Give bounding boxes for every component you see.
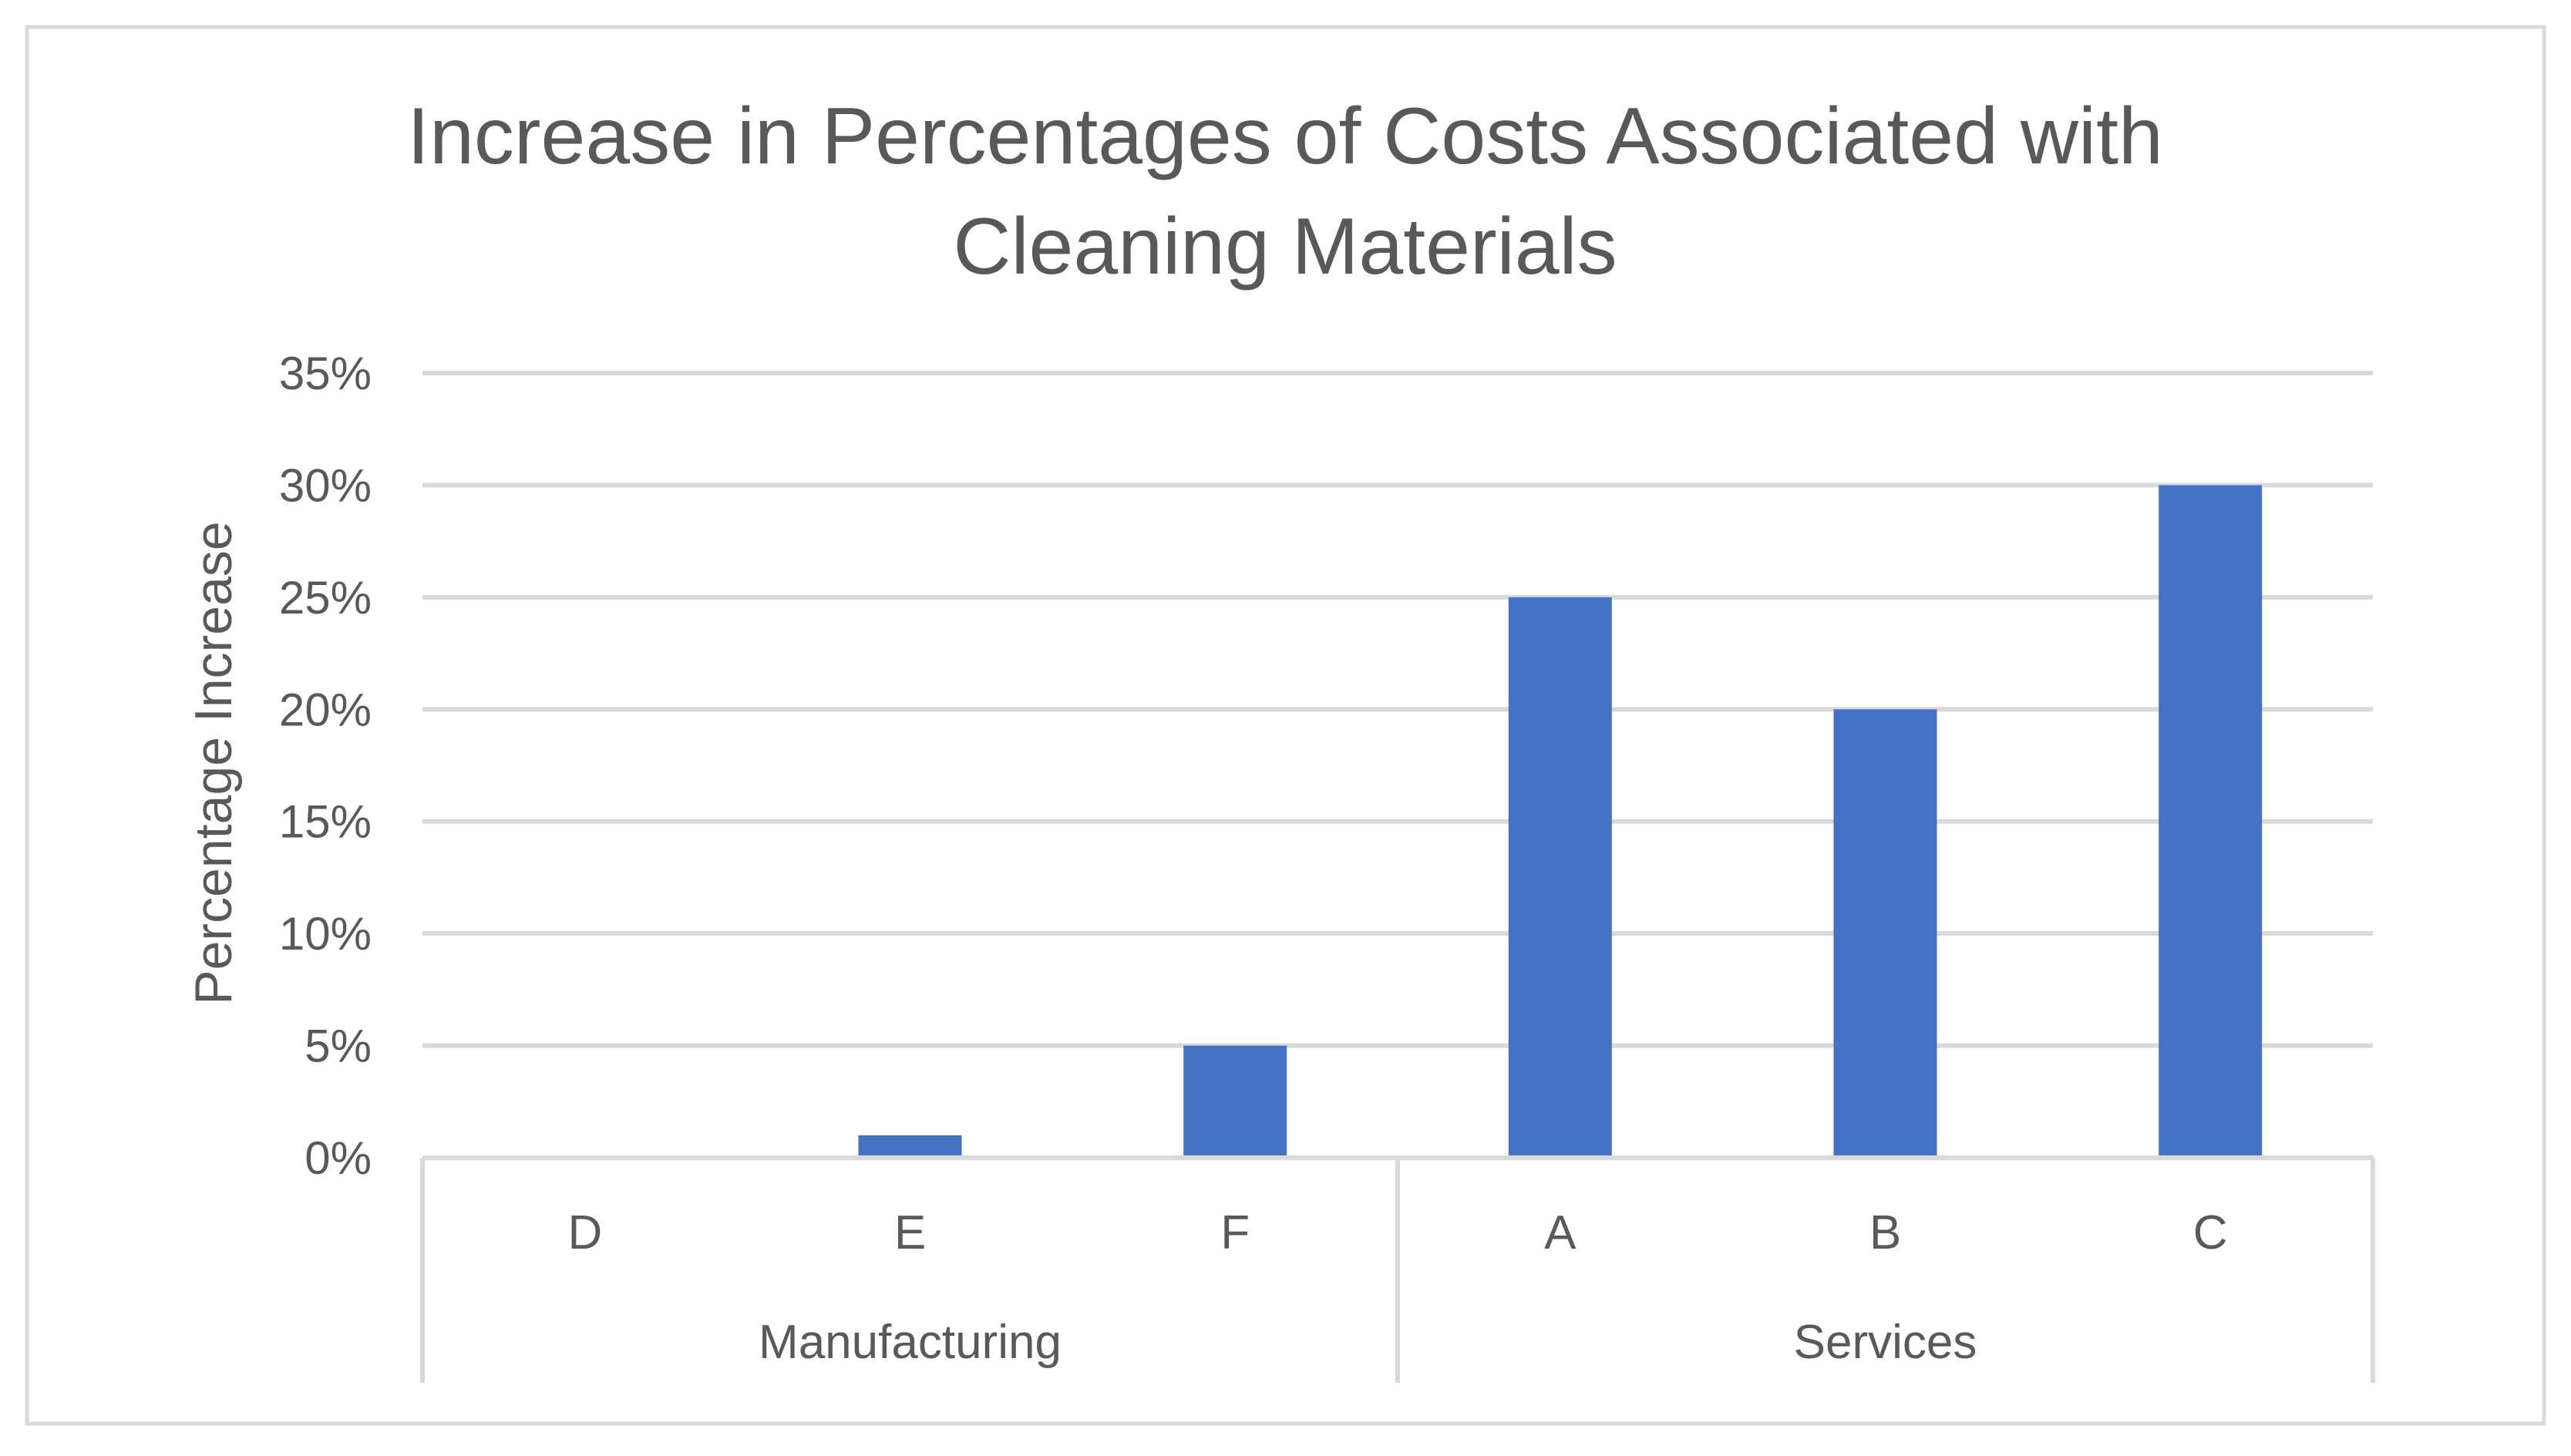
- chart-frame: [25, 25, 2546, 1426]
- y-tick-label: 35%: [279, 348, 372, 399]
- y-tick-label: 0%: [305, 1132, 372, 1184]
- y-tick-label: 10%: [279, 908, 372, 960]
- chart-title-line-2: Cleaning Materials: [953, 202, 1617, 291]
- y-axis-title: Percentage Increase: [184, 521, 243, 1005]
- bar-B: [1833, 709, 1937, 1158]
- bar-A: [1508, 597, 1612, 1158]
- bar-E: [858, 1135, 962, 1158]
- x-axis: [420, 1155, 2375, 1383]
- bar-C: [2159, 485, 2263, 1158]
- category-label-C: C: [2193, 1206, 2228, 1259]
- y-tick-label: 5%: [305, 1021, 372, 1072]
- y-tick-label: 20%: [279, 684, 372, 735]
- group-label-services: Services: [1794, 1316, 1977, 1369]
- group-labels: Manufacturing Services: [759, 1316, 1977, 1369]
- category-label-A: A: [1544, 1206, 1577, 1259]
- category-label-E: E: [894, 1206, 926, 1259]
- bars: [858, 485, 2263, 1158]
- gridlines: [422, 371, 2373, 1048]
- group-label-manufacturing: Manufacturing: [759, 1316, 1062, 1369]
- bar-F: [1183, 1045, 1287, 1158]
- y-tick-label: 30%: [279, 459, 372, 511]
- category-label-D: D: [567, 1206, 602, 1259]
- y-axis-ticks: 0% 5% 10% 15% 20% 25% 30% 35%: [279, 348, 372, 1184]
- y-tick-label: 15%: [279, 796, 372, 848]
- category-label-F: F: [1220, 1206, 1250, 1259]
- category-label-B: B: [1869, 1206, 1901, 1259]
- chart-title-line-1: Increase in Percentages of Costs Associa…: [407, 92, 2163, 181]
- y-tick-label: 25%: [279, 572, 372, 624]
